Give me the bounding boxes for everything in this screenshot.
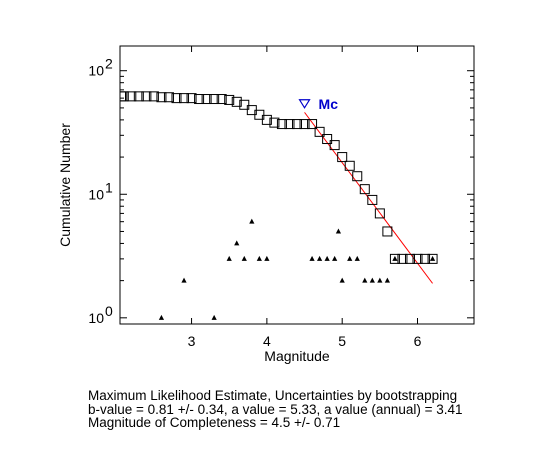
triangle-point: [226, 255, 232, 261]
triangle-point: [384, 277, 390, 283]
triangle-point: [354, 255, 360, 261]
triangle-point: [241, 255, 247, 261]
triangle-point: [429, 255, 436, 261]
square-point: [299, 119, 310, 130]
square-point: [261, 114, 272, 125]
square-point: [201, 94, 212, 105]
square-point: [404, 253, 415, 264]
fit-line: [304, 112, 433, 284]
square-point: [307, 119, 318, 130]
square-point: [209, 94, 220, 105]
fit-line-layer: [304, 112, 433, 284]
triangle-point: [369, 277, 375, 283]
triangle-point: [392, 255, 398, 261]
triangle-point: [362, 277, 368, 283]
square-point: [344, 160, 355, 171]
square-point: [284, 119, 295, 130]
triangle-point: [234, 240, 240, 246]
square-point: [254, 109, 265, 120]
square-point: [126, 91, 137, 102]
caption: Maximum Likelihood Estimate, Uncertainti…: [88, 389, 463, 430]
triangle-point: [158, 314, 165, 320]
x-tick-label: 5: [338, 333, 346, 349]
square-point: [119, 91, 129, 102]
triangle-point: [324, 255, 330, 261]
triangle-point: [377, 277, 383, 283]
plot-area: [119, 45, 475, 325]
triangle-point: [347, 255, 353, 261]
square-point: [171, 93, 182, 104]
square-point: [314, 126, 325, 137]
square-point: [322, 134, 333, 145]
triangle-point: [316, 255, 323, 261]
square-point: [276, 119, 287, 130]
triangle-point: [249, 218, 255, 224]
square-point: [367, 194, 378, 205]
square-point: [329, 140, 340, 151]
x-tick-label: 4: [263, 333, 271, 349]
square-point: [186, 93, 197, 104]
square-point: [133, 91, 144, 102]
triangle-point: [332, 255, 338, 261]
square-point: [382, 226, 393, 237]
square-point: [231, 96, 242, 107]
triangle-point: [335, 228, 342, 234]
triangle-point: [264, 255, 270, 261]
x-axis-label: Magnitude: [264, 348, 330, 364]
square-point: [179, 93, 190, 104]
y-tick-exponent: 2: [105, 56, 113, 72]
triangle-point: [309, 255, 315, 261]
square-point: [216, 94, 227, 105]
triangle-point: [181, 277, 187, 283]
square-point: [337, 152, 348, 163]
y-tick-label: 10: [88, 63, 104, 79]
y-tick-label: 10: [88, 186, 104, 202]
square-series: [119, 91, 438, 264]
caption-line-b-value: b-value = 0.81 +/- 0.34, a value = 5.33,…: [88, 401, 463, 417]
x-tick-label: 6: [414, 333, 422, 349]
square-point: [269, 117, 280, 128]
square-point: [156, 92, 167, 103]
triangle-point: [211, 314, 217, 320]
square-point: [427, 253, 438, 264]
caption-line-method: Maximum Likelihood Estimate, Uncertainti…: [88, 388, 458, 403]
caption-line-completeness: Magnitude of Completeness = 4.5 +/- 0.71: [88, 415, 341, 430]
x-tick-label: 3: [188, 333, 196, 349]
mc-triangle-icon: [298, 99, 311, 109]
square-point: [389, 253, 400, 264]
square-point: [148, 91, 159, 102]
square-point: [224, 94, 235, 105]
y-tick-exponent: 0: [105, 303, 113, 319]
square-point: [374, 208, 385, 219]
square-point: [352, 171, 363, 182]
square-point: [397, 253, 408, 264]
square-point: [412, 253, 423, 264]
y-axis-label: Cumulative Number: [57, 123, 73, 247]
mc-label: Mc: [319, 96, 339, 112]
square-point: [359, 184, 370, 195]
triangle-point: [256, 255, 262, 261]
triangle-point: [339, 277, 345, 283]
square-point: [163, 92, 174, 103]
y-tick-label: 10: [88, 310, 104, 326]
square-point: [239, 99, 250, 110]
mc-marker-layer: Mc: [298, 96, 339, 112]
square-point: [292, 119, 302, 130]
square-point: [194, 94, 205, 105]
square-point: [141, 91, 152, 102]
square-point: [420, 253, 431, 264]
triangle-series: [158, 218, 436, 320]
y-tick-exponent: 1: [105, 179, 113, 195]
